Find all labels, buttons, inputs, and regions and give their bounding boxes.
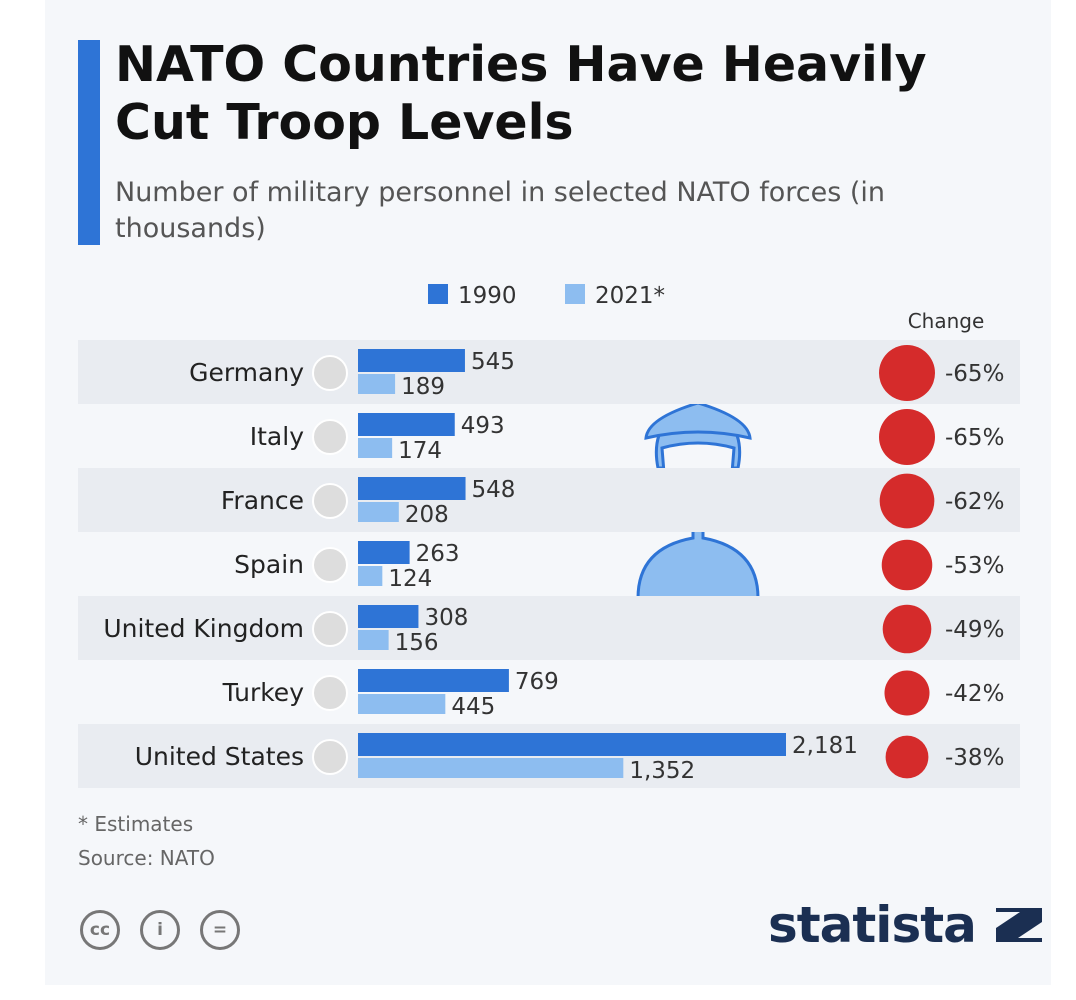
change-label: -62% <box>945 489 1004 515</box>
value-label-2021: 156 <box>395 630 439 656</box>
bar-1990 <box>358 733 786 756</box>
bar-1990 <box>358 541 410 564</box>
bar-1990 <box>358 605 419 628</box>
change-label: -53% <box>945 553 1004 579</box>
legend-swatch-1990 <box>428 284 448 304</box>
value-label-1990: 493 <box>461 413 505 439</box>
value-label-1990: 308 <box>424 605 468 631</box>
change-label: -65% <box>945 361 1004 387</box>
value-label-2021: 189 <box>401 374 445 400</box>
country-label: Germany <box>189 358 304 387</box>
value-label-1990: 263 <box>416 541 460 567</box>
title-accent-bar <box>78 40 100 245</box>
change-bubble <box>882 604 932 654</box>
flag-icon <box>312 547 348 583</box>
country-label: United Kingdom <box>103 614 304 643</box>
bar-2021 <box>358 566 383 586</box>
value-label-2021: 1,352 <box>629 758 695 784</box>
value-label-2021: 208 <box>405 502 449 528</box>
bar-2021 <box>358 758 624 778</box>
bar-1990 <box>358 669 509 692</box>
change-header: Change <box>908 309 985 333</box>
flag-icon <box>312 675 348 711</box>
value-label-1990: 2,181 <box>792 733 858 759</box>
bar-2021 <box>358 630 389 650</box>
attribution-icon: i <box>140 910 180 950</box>
value-label-2021: 124 <box>388 566 432 592</box>
legend-label-1990: 1990 <box>458 283 517 309</box>
bar-2021 <box>358 438 393 458</box>
legend-label-2021: 2021* <box>595 283 665 309</box>
flag-icon <box>312 419 348 455</box>
value-label-2021: 174 <box>398 438 442 464</box>
country-label: United States <box>135 742 304 771</box>
change-bubble <box>879 345 935 401</box>
change-bubble <box>881 539 933 591</box>
bar-1990 <box>358 413 455 436</box>
no-derivatives-icon: = <box>200 910 240 950</box>
statista-logo: statista <box>768 896 1046 954</box>
value-label-1990: 545 <box>471 349 515 375</box>
cc-icon: cc <box>80 910 120 950</box>
flag-icon <box>312 483 348 519</box>
row-band <box>78 340 1020 404</box>
change-label: -42% <box>945 681 1004 707</box>
country-label: Turkey <box>222 678 305 707</box>
brand-name: statista <box>768 896 977 954</box>
change-bubble <box>879 473 935 529</box>
bar-1990 <box>358 349 465 372</box>
bar-1990 <box>358 477 466 500</box>
value-label-1990: 548 <box>472 477 516 503</box>
footnote: * Estimates <box>78 812 194 836</box>
value-label-2021: 445 <box>451 694 495 720</box>
chart-subtitle: Number of military personnel in selected… <box>115 177 886 244</box>
bar-2021 <box>358 502 399 522</box>
row-band <box>78 468 1020 532</box>
flag-icon <box>312 739 348 775</box>
country-label: France <box>221 486 304 515</box>
change-bubble <box>884 670 930 716</box>
flag-icon <box>312 611 348 647</box>
flag-icon <box>312 355 348 391</box>
country-label: Spain <box>234 550 304 579</box>
change-label: -38% <box>945 745 1004 771</box>
row-band <box>78 596 1020 660</box>
change-label: -49% <box>945 617 1004 643</box>
source: Source: NATO <box>78 846 215 870</box>
country-label: Italy <box>250 422 304 451</box>
bar-2021 <box>358 374 396 394</box>
value-label-1990: 769 <box>515 669 559 695</box>
change-bubble <box>879 409 935 465</box>
statista-mark-icon <box>996 908 1043 942</box>
bar-2021 <box>358 694 446 714</box>
change-label: -65% <box>945 425 1004 451</box>
chart-title: NATO Countries Have Heavily Cut Troop Le… <box>115 36 927 151</box>
change-bubble <box>885 735 929 779</box>
legend-swatch-2021 <box>565 284 585 304</box>
